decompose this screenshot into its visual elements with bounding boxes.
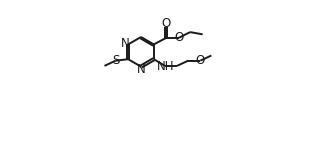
Text: O: O	[162, 17, 171, 30]
Text: N: N	[121, 37, 130, 50]
Text: O: O	[196, 54, 205, 67]
Text: NH: NH	[157, 60, 174, 73]
Text: S: S	[112, 54, 119, 67]
Text: N: N	[137, 63, 145, 76]
Text: O: O	[174, 31, 184, 44]
